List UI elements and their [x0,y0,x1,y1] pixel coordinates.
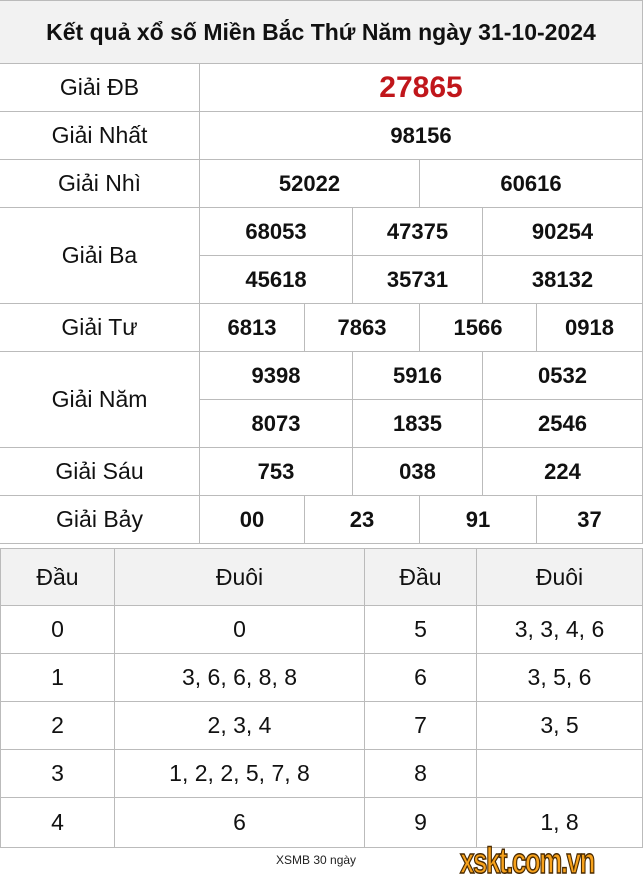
label-sau: Giải Sáu [0,448,200,496]
label-db: Giải ĐB [0,64,200,112]
loto-tail-cell: 0 [115,606,365,654]
prize-value: 7863 [305,304,420,352]
prize-value: 90254 [483,208,643,256]
prize-value: 68053 [200,208,353,256]
prize-value: 35731 [353,256,483,304]
prize-value: 8073 [200,400,353,448]
prize-value: 1566 [420,304,537,352]
prize-value: 0918 [537,304,643,352]
prize-value: 5916 [353,352,483,400]
loto-header-duoi: Đuôi [115,548,365,606]
label-ba: Giải Ba [0,208,200,304]
prize-value: 6813 [200,304,305,352]
loto-head-cell: 8 [365,750,477,798]
label-nhi: Giải Nhì [0,160,200,208]
prize-value: 2546 [483,400,643,448]
special-prize-value: 27865 [200,64,643,112]
loto-tail-cell: 2, 3, 4 [115,702,365,750]
first-prize-value: 98156 [200,112,643,160]
prize-value: 37 [537,496,643,544]
prize-value: 038 [353,448,483,496]
loto-head-cell: 2 [0,702,115,750]
xsmb-30-days-link[interactable]: XSMB 30 ngày [276,853,357,867]
loto-head-cell: 3 [0,750,115,798]
prize-value: 9398 [200,352,353,400]
prize-value: 0532 [483,352,643,400]
loto-header-dau: Đầu [0,548,115,606]
loto-tail-cell: 3, 5, 6 [477,654,643,702]
label-nhat: Giải Nhất [0,112,200,160]
prize-value: 224 [483,448,643,496]
prize-value: 45618 [200,256,353,304]
label-tu: Giải Tư [0,304,200,352]
prize-value: 52022 [200,160,420,208]
label-nam: Giải Năm [0,352,200,448]
loto-tail-cell: 3, 6, 6, 8, 8 [115,654,365,702]
loto-head-cell: 1 [0,654,115,702]
loto-header-duoi: Đuôi [477,548,643,606]
page-title: Kết quả xổ số Miền Bắc Thứ Năm ngày 31-1… [0,0,643,64]
site-logo: xskt.com.vn [459,839,596,878]
loto-tail-cell: 1, 2, 2, 5, 7, 8 [115,750,365,798]
prize-value: 91 [420,496,537,544]
loto-tail-cell: 3, 3, 4, 6 [477,606,643,654]
loto-head-cell: 4 [0,798,115,848]
loto-header-dau: Đầu [365,548,477,606]
prize-value: 38132 [483,256,643,304]
prize-value: 23 [305,496,420,544]
prize-value: 1835 [353,400,483,448]
loto-head-cell: 5 [365,606,477,654]
label-bay: Giải Bảy [0,496,200,544]
loto-head-cell: 6 [365,654,477,702]
loto-head-cell: 0 [0,606,115,654]
prize-value: 00 [200,496,305,544]
prize-value: 60616 [420,160,643,208]
prize-value: 753 [200,448,353,496]
loto-tail-cell: 6 [115,798,365,848]
loto-tail-cell [477,750,643,798]
prize-value: 47375 [353,208,483,256]
loto-head-cell: 9 [365,798,477,848]
loto-head-cell: 7 [365,702,477,750]
loto-tail-cell: 3, 5 [477,702,643,750]
